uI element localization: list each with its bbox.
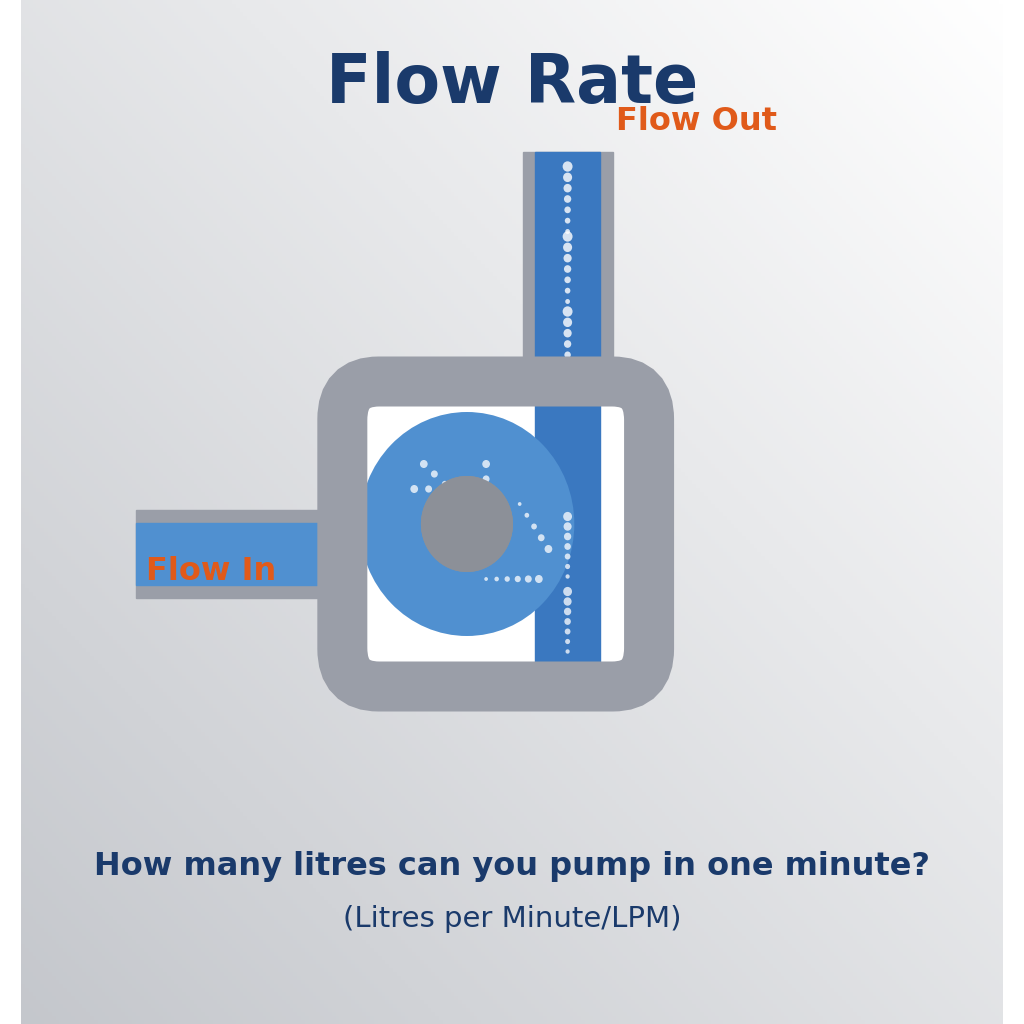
Circle shape bbox=[482, 475, 489, 482]
Circle shape bbox=[483, 490, 489, 498]
Circle shape bbox=[455, 486, 460, 492]
Circle shape bbox=[495, 577, 499, 582]
Circle shape bbox=[563, 317, 572, 327]
Circle shape bbox=[564, 351, 570, 358]
Circle shape bbox=[359, 412, 574, 636]
Circle shape bbox=[531, 523, 537, 529]
Circle shape bbox=[564, 554, 570, 559]
Circle shape bbox=[505, 577, 510, 582]
Circle shape bbox=[564, 629, 570, 635]
Circle shape bbox=[484, 521, 488, 526]
Circle shape bbox=[564, 618, 570, 625]
Circle shape bbox=[565, 574, 569, 579]
Circle shape bbox=[562, 162, 572, 172]
Circle shape bbox=[538, 535, 545, 542]
Circle shape bbox=[563, 329, 571, 338]
Circle shape bbox=[564, 607, 571, 615]
Text: (Litres per Minute/LPM): (Litres per Minute/LPM) bbox=[343, 905, 681, 933]
Circle shape bbox=[482, 460, 489, 468]
Circle shape bbox=[564, 340, 571, 348]
Circle shape bbox=[565, 649, 569, 653]
Bar bbox=[522, 152, 612, 391]
Circle shape bbox=[563, 173, 572, 182]
FancyBboxPatch shape bbox=[361, 401, 630, 667]
Bar bbox=[535, 401, 600, 662]
Circle shape bbox=[563, 184, 571, 193]
Bar bbox=[136, 510, 356, 598]
Circle shape bbox=[425, 485, 432, 493]
Circle shape bbox=[420, 460, 428, 468]
Circle shape bbox=[411, 485, 418, 493]
Circle shape bbox=[515, 575, 521, 583]
Bar bbox=[535, 152, 600, 391]
Circle shape bbox=[565, 374, 570, 379]
Circle shape bbox=[565, 564, 570, 569]
Circle shape bbox=[483, 506, 488, 512]
Circle shape bbox=[441, 481, 447, 487]
Circle shape bbox=[565, 218, 570, 223]
Circle shape bbox=[484, 537, 488, 541]
Circle shape bbox=[565, 229, 570, 233]
Circle shape bbox=[525, 575, 531, 583]
Circle shape bbox=[484, 578, 488, 581]
Circle shape bbox=[475, 512, 478, 516]
Text: Flow Out: Flow Out bbox=[615, 105, 776, 136]
Bar bbox=[136, 523, 356, 585]
Circle shape bbox=[421, 476, 513, 572]
Circle shape bbox=[518, 502, 521, 506]
Circle shape bbox=[563, 587, 572, 596]
Circle shape bbox=[563, 512, 572, 521]
Circle shape bbox=[565, 288, 570, 294]
Circle shape bbox=[469, 486, 474, 492]
Circle shape bbox=[564, 196, 571, 203]
Text: How many litres can you pump in one minute?: How many litres can you pump in one minu… bbox=[94, 851, 930, 882]
Circle shape bbox=[564, 207, 570, 213]
Circle shape bbox=[564, 265, 571, 272]
Circle shape bbox=[464, 502, 468, 506]
Circle shape bbox=[453, 492, 458, 497]
Circle shape bbox=[564, 543, 570, 550]
Circle shape bbox=[564, 276, 570, 284]
Circle shape bbox=[421, 476, 513, 572]
FancyBboxPatch shape bbox=[342, 382, 649, 686]
Circle shape bbox=[563, 522, 571, 530]
Circle shape bbox=[563, 254, 571, 262]
Circle shape bbox=[535, 574, 543, 583]
Circle shape bbox=[563, 597, 571, 606]
Circle shape bbox=[431, 470, 438, 477]
Text: Flow Rate: Flow Rate bbox=[326, 51, 698, 117]
Circle shape bbox=[564, 532, 571, 541]
Circle shape bbox=[562, 306, 572, 316]
Text: Flow In: Flow In bbox=[145, 556, 276, 588]
Circle shape bbox=[562, 231, 572, 242]
Circle shape bbox=[484, 487, 488, 490]
Circle shape bbox=[563, 243, 572, 252]
Circle shape bbox=[545, 545, 552, 553]
Circle shape bbox=[565, 362, 570, 369]
Circle shape bbox=[565, 299, 570, 304]
Circle shape bbox=[440, 485, 446, 493]
Circle shape bbox=[524, 513, 529, 518]
Circle shape bbox=[565, 639, 570, 644]
